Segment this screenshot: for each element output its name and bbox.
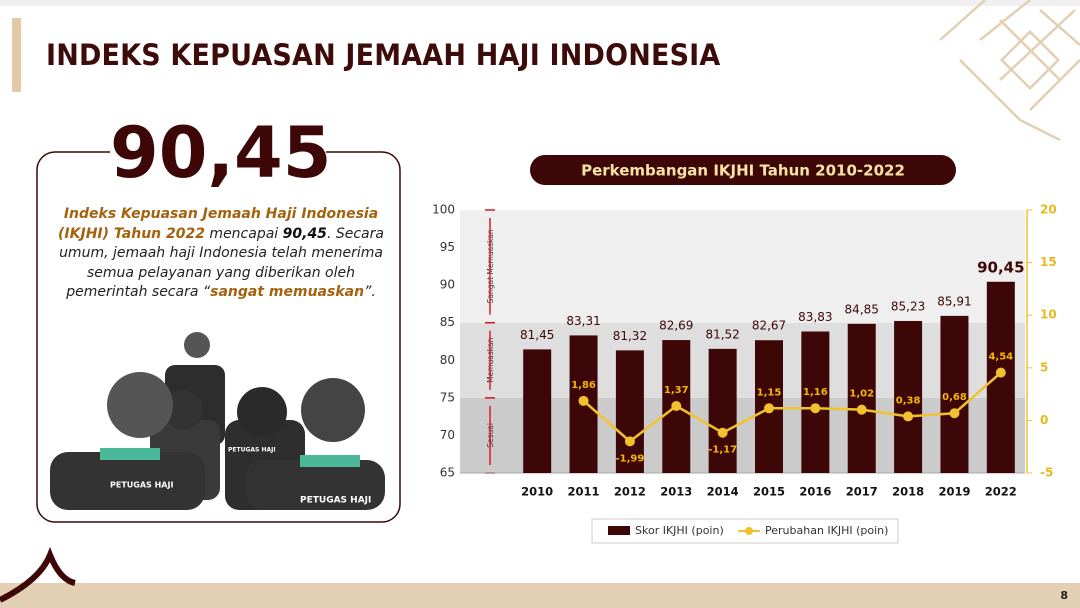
bar-value-label: 84,85 xyxy=(845,302,879,316)
bar-value-label: 81,32 xyxy=(613,329,647,343)
line-value-label: 0,38 xyxy=(896,395,921,406)
desc-part: mencapai xyxy=(204,225,283,242)
bar xyxy=(847,323,876,473)
y2-tick-label: 15 xyxy=(1040,255,1057,269)
x-tick-label: 2013 xyxy=(660,485,692,499)
desc-part: 90,45 xyxy=(282,225,327,242)
line-point xyxy=(764,403,774,414)
x-tick-label: 2017 xyxy=(846,485,878,499)
bar xyxy=(940,315,969,473)
line-value-label: 1,37 xyxy=(664,385,689,396)
bar-value-label: 82,67 xyxy=(752,319,786,333)
legend-swatch xyxy=(608,526,630,535)
y-tick-label: 95 xyxy=(440,240,455,254)
y2-tick-label: 5 xyxy=(1040,360,1048,374)
bar xyxy=(894,320,923,473)
y-tick-label: 75 xyxy=(440,390,455,404)
line-value-label: 0,68 xyxy=(942,392,967,403)
y-tick-label: 85 xyxy=(440,315,455,329)
x-tick-label: 2011 xyxy=(568,485,600,499)
ornament xyxy=(939,0,1080,142)
chart-title-pill xyxy=(530,155,956,185)
x-tick-label: 2018 xyxy=(892,485,924,499)
x-tick-label: 2014 xyxy=(707,485,739,499)
bar-value-label: 81,52 xyxy=(705,327,739,341)
bar-value-label: 83,83 xyxy=(798,310,832,324)
title-accent xyxy=(12,18,21,92)
vest-label: PETUGAS HAJI xyxy=(228,447,276,454)
illustration: PETUGAS HAJI PETUGAS HAJI PETUGAS HAJI xyxy=(50,332,385,510)
legend-label: Skor IKJHI (poin) xyxy=(635,524,724,537)
bar-value-label: 82,69 xyxy=(659,319,693,333)
desc-part: ”. xyxy=(364,284,376,300)
x-tick-label: 2019 xyxy=(938,485,970,499)
vest-label: PETUGAS HAJI xyxy=(300,496,371,506)
slide-title: INDEKS KEPUASAN JEMAAH HAJI INDONESIA xyxy=(46,38,721,72)
line-point xyxy=(671,400,682,411)
page-number: 8 xyxy=(1060,589,1068,602)
line-value-label: 1,15 xyxy=(757,387,782,398)
band xyxy=(460,322,1025,398)
y2-tick-label: 0 xyxy=(1040,413,1048,427)
line-value-label: 1,16 xyxy=(803,387,828,398)
y-tick-label: 65 xyxy=(440,466,455,480)
line-value-label: -1,99 xyxy=(615,453,644,464)
line-point xyxy=(949,408,960,419)
bar xyxy=(708,348,737,473)
band xyxy=(460,210,1025,323)
description: Indeks Kepuasan Jemaah Haji Indonesia (I… xyxy=(52,205,390,303)
line-value-label: 1,02 xyxy=(849,389,874,400)
line-point xyxy=(624,436,635,447)
y-tick-label: 80 xyxy=(440,353,455,367)
line xyxy=(582,371,1002,443)
bar-value-label: 85,23 xyxy=(891,299,925,313)
legend-swatch xyxy=(745,527,753,535)
desc-part: . Secara umum, jemaah haji Indonesia tel… xyxy=(59,225,384,301)
footer-ornament xyxy=(0,546,76,603)
legend-label: Perubahan IKJHI (poin) xyxy=(765,524,888,537)
line-point xyxy=(995,367,1006,378)
y2-tick-label: 10 xyxy=(1040,308,1057,322)
y-tick-label: 70 xyxy=(440,428,455,442)
bar-value-label: 90,45 xyxy=(977,258,1024,276)
chart-title: Perkembangan IKJHI Tahun 2010-2022 xyxy=(581,162,905,180)
x-tick-label: 2012 xyxy=(614,485,646,499)
line-point xyxy=(578,395,589,406)
y2-tick-label: -5 xyxy=(1040,466,1053,480)
y2-tick-label: 20 xyxy=(1040,203,1057,217)
line-value-label: 4,54 xyxy=(988,352,1013,363)
bar-value-label: 81,45 xyxy=(520,328,554,342)
desc-part: Indeks Kepuasan Jemaah Haji Indonesia (I… xyxy=(58,206,379,242)
band xyxy=(460,397,1025,473)
x-tick-label: 2022 xyxy=(985,485,1017,499)
footer-strip xyxy=(0,583,1080,608)
bar-value-label: 85,91 xyxy=(937,294,971,308)
x-tick-label: 2016 xyxy=(799,485,831,499)
bar xyxy=(523,349,552,473)
headline-score: 90,45 xyxy=(110,112,332,194)
top-strip xyxy=(0,0,1080,6)
bar-value-label: 83,31 xyxy=(566,314,600,328)
vest-label: PETUGAS HAJI xyxy=(110,481,173,490)
line-point xyxy=(810,403,821,414)
x-tick-label: 2010 xyxy=(521,485,553,499)
line-point xyxy=(903,411,914,422)
bar xyxy=(615,350,644,473)
y-tick-label: 100 xyxy=(432,203,455,217)
x-tick-label: 2015 xyxy=(753,485,785,499)
line-point xyxy=(717,427,728,438)
line-point xyxy=(856,404,867,415)
line-value-label: 1,86 xyxy=(571,380,596,391)
bar xyxy=(801,331,830,473)
line-value-label: -1,17 xyxy=(708,445,737,456)
desc-part: sangat memuaskan xyxy=(210,284,365,300)
y-tick-label: 90 xyxy=(440,278,455,292)
